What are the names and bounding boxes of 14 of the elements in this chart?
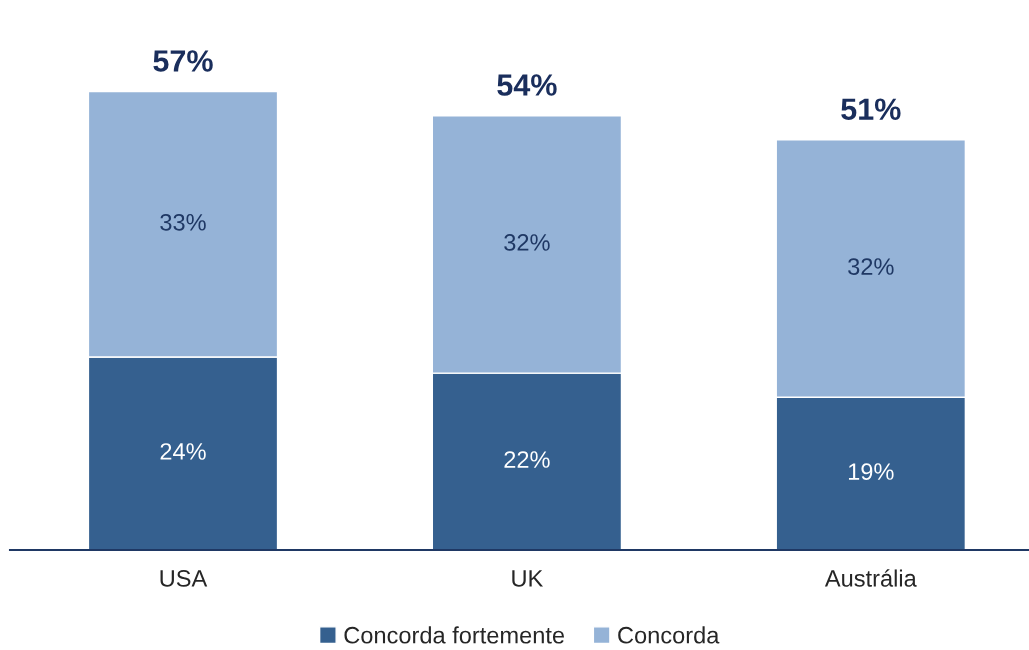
total-label: 57% [153, 50, 213, 72]
data-label: 24% [160, 443, 206, 460]
x-tick-label: UK [512, 570, 544, 587]
data-label: 22% [504, 451, 550, 468]
total-label: 54% [497, 74, 557, 96]
data-label: 19% [848, 463, 894, 480]
x-tick-label: Austrália [824, 569, 917, 587]
legend-label: Concorda [618, 626, 720, 644]
total-label: 51% [841, 98, 901, 120]
data-label: 32% [504, 234, 550, 251]
legend-label: Concorda fortemente [344, 626, 565, 644]
x-tick-label: USA [160, 570, 208, 587]
data-label: 32% [848, 258, 894, 275]
data-label: 33% [160, 213, 206, 231]
